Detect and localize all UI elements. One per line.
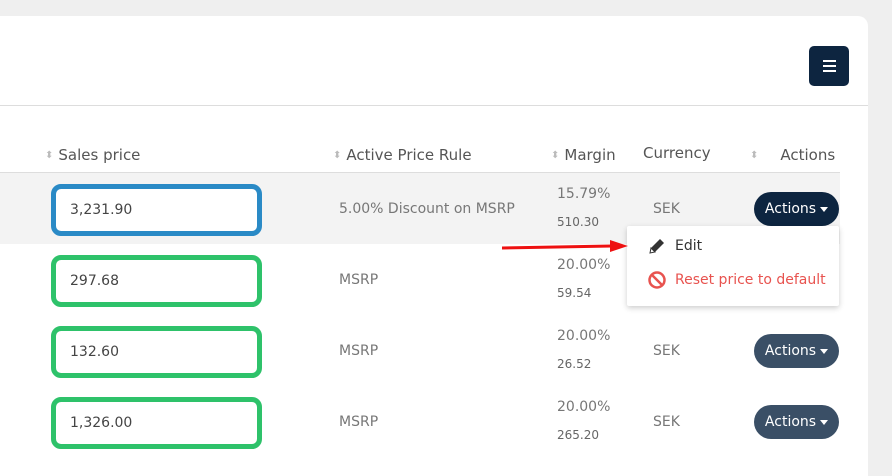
table-row: 1,326.00 MSRP 20.00% 265.20 SEK Actions [0,386,840,457]
caret-down-icon [820,419,829,425]
margin-amount: 265.20 [557,428,599,442]
margin-percent: 20.00% [557,257,611,273]
actions-dropdown-menu: Edit Reset price to default [627,226,839,306]
active-price-rule: MSRP [339,414,379,430]
currency: SEK [653,201,680,217]
column-sales-price[interactable]: ⬍ Sales price [45,146,140,164]
table-row: 3,231.90 5.00% Discount on MSRP 15.79% 5… [0,173,840,244]
column-label: Sales price [58,146,141,164]
actions-button[interactable]: Actions [754,192,839,226]
actions-label: Actions [764,343,817,359]
margin-amount: 59.54 [557,286,592,300]
column-active-price-rule[interactable]: ⬍ Active Price Rule [333,146,472,164]
caret-down-icon [820,348,829,354]
column-margin[interactable]: ⬍ Margin [551,146,616,164]
menu-button[interactable] [809,46,849,86]
sort-icon: ⬍ [750,150,759,161]
margin-percent: 20.00% [557,399,611,415]
caret-down-icon [820,206,829,212]
sales-price-input[interactable]: 297.68 [51,255,262,307]
divider [0,105,868,106]
header-divider [0,172,840,173]
hamburger-icon [822,60,836,72]
margin-amount: 510.30 [557,215,599,229]
table-row: 132.60 MSRP 20.00% 26.52 SEK Actions [0,315,840,386]
sort-icon: ⬍ [551,150,560,161]
margin-percent: 20.00% [557,328,611,344]
edit-menu-item[interactable]: Edit [647,236,702,256]
pencil-icon [649,239,664,254]
currency: SEK [653,343,680,359]
reset-label: Reset price to default [675,272,826,288]
active-price-rule: MSRP [339,343,379,359]
margin-percent: 15.79% [557,186,611,202]
active-price-rule: MSRP [339,272,379,288]
column-label: Margin [564,146,616,164]
currency: SEK [653,414,680,430]
sort-icon: ⬍ [45,150,54,161]
edit-label: Edit [675,238,703,254]
sales-price-input[interactable]: 132.60 [51,326,262,378]
actions-button[interactable]: Actions [754,405,839,439]
sales-price-input[interactable]: 3,231.90 [51,184,262,236]
column-currency: Currency [643,144,711,162]
column-label: Actions [780,146,836,164]
actions-button[interactable]: Actions [754,334,839,368]
ban-icon [648,271,666,289]
sales-price-input[interactable]: 1,326.00 [51,397,262,449]
actions-label: Actions [764,414,817,430]
column-actions[interactable]: ⬍ Actions [750,146,835,164]
reset-price-menu-item[interactable]: Reset price to default [647,270,826,290]
column-label: Active Price Rule [346,146,472,164]
actions-label: Actions [764,201,817,217]
margin-amount: 26.52 [557,357,592,371]
active-price-rule: 5.00% Discount on MSRP [339,201,515,217]
sort-icon: ⬍ [333,150,342,161]
column-label: Currency [643,144,711,162]
table-row: 297.68 MSRP 20.00% 59.54 [0,244,840,315]
red-arrow-annotation [502,240,628,252]
